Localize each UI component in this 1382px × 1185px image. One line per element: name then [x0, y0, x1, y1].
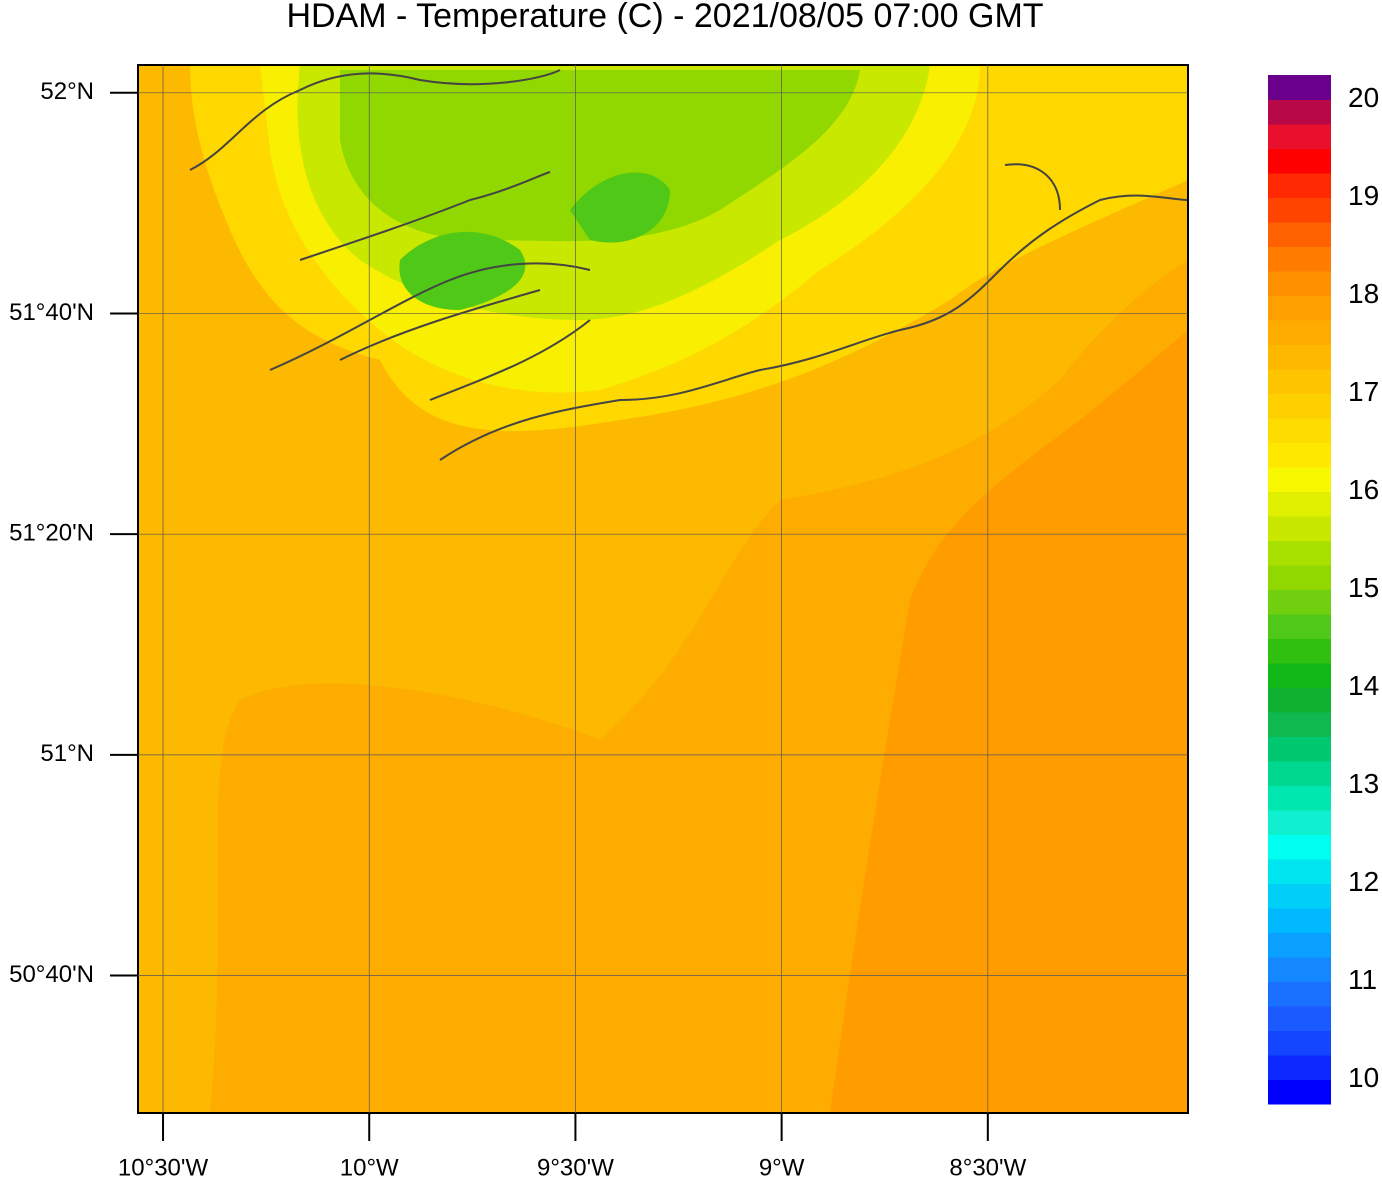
colorbar-band: [1268, 320, 1331, 345]
colorbar-band: [1268, 516, 1331, 541]
y-tick-label: 50°40'N: [9, 961, 94, 988]
colorbar-label: 11: [1348, 964, 1377, 995]
colorbar-band: [1268, 638, 1331, 664]
colorbar-band: [1268, 540, 1331, 566]
colorbar-band: [1268, 491, 1331, 517]
colorbar-label: 18: [1348, 278, 1379, 309]
colorbar-band: [1268, 1055, 1331, 1080]
colorbar-band: [1268, 981, 1331, 1007]
colorbar-band: [1268, 1006, 1331, 1031]
colorbar-label: 12: [1348, 866, 1379, 897]
colorbar-band: [1268, 173, 1331, 198]
colorbar-band: [1268, 712, 1331, 737]
colorbar-band: [1268, 614, 1331, 639]
colorbar-band: [1268, 222, 1331, 247]
colorbar-band: [1268, 883, 1331, 909]
colorbar-band: [1268, 957, 1331, 982]
colorbar-band: [1268, 736, 1331, 762]
colorbar-band: [1268, 295, 1331, 321]
y-tick-label: 51°40'N: [9, 299, 94, 326]
colorbar-band: [1268, 1079, 1331, 1105]
temperature-field: [138, 65, 1188, 1113]
colorbar-label: 19: [1348, 180, 1379, 211]
colorbar-band: [1268, 197, 1331, 223]
x-tick-label: 9°30'W: [537, 1154, 614, 1180]
colorbar-band: [1268, 565, 1331, 590]
coastline: [189, 69, 1189, 461]
colorbar-band: [1268, 148, 1331, 174]
colorbar-band: [1268, 687, 1331, 713]
chart-title: HDAM - Temperature (C) - 2021/08/05 07:0…: [286, 0, 1043, 35]
colorbar-band: [1268, 369, 1331, 394]
colorbar-band: [1268, 663, 1331, 688]
y-tick-label: 51°N: [40, 740, 94, 767]
colorbar-label: 14: [1348, 670, 1379, 701]
x-tick-label: 10°W: [340, 1154, 399, 1180]
colorbar-label: 16: [1348, 474, 1379, 505]
colorbar-band: [1268, 246, 1331, 272]
colorbar-label: 20: [1348, 82, 1379, 113]
colorbar-label: 15: [1348, 572, 1379, 603]
colorbar-label: 10: [1348, 1062, 1379, 1093]
colorbar-band: [1268, 418, 1331, 443]
colorbar-band: [1268, 467, 1331, 492]
colorbar-band: [1268, 834, 1331, 860]
colorbar-label: 17: [1348, 376, 1379, 407]
x-tick-label: 9°W: [759, 1154, 805, 1180]
colorbar-band: [1268, 785, 1331, 811]
y-tick-label: 51°20'N: [9, 520, 94, 547]
x-tick-label: 10°30'W: [118, 1154, 209, 1180]
colorbar-band: [1268, 761, 1331, 786]
colorbar-band: [1268, 859, 1331, 884]
x-tick-label: 8°30'W: [949, 1154, 1026, 1180]
colorbar-band: [1268, 810, 1331, 835]
map-frame: [137, 64, 1189, 1114]
colorbar-label: 13: [1348, 768, 1379, 799]
colorbar-band: [1268, 589, 1331, 615]
y-tick-label: 52°N: [40, 78, 94, 105]
colorbar-band: [1268, 1030, 1331, 1056]
colorbar-band: [1268, 99, 1331, 125]
colorbar-band: [1268, 271, 1331, 296]
colorbar-band: [1268, 344, 1331, 370]
colorbar-band: [1268, 124, 1331, 149]
colorbar-band: [1268, 908, 1331, 933]
colorbar-band: [1268, 442, 1331, 468]
colorbar-band: [1268, 75, 1331, 100]
colorbar-band: [1268, 393, 1331, 419]
colorbar-band: [1268, 932, 1331, 958]
